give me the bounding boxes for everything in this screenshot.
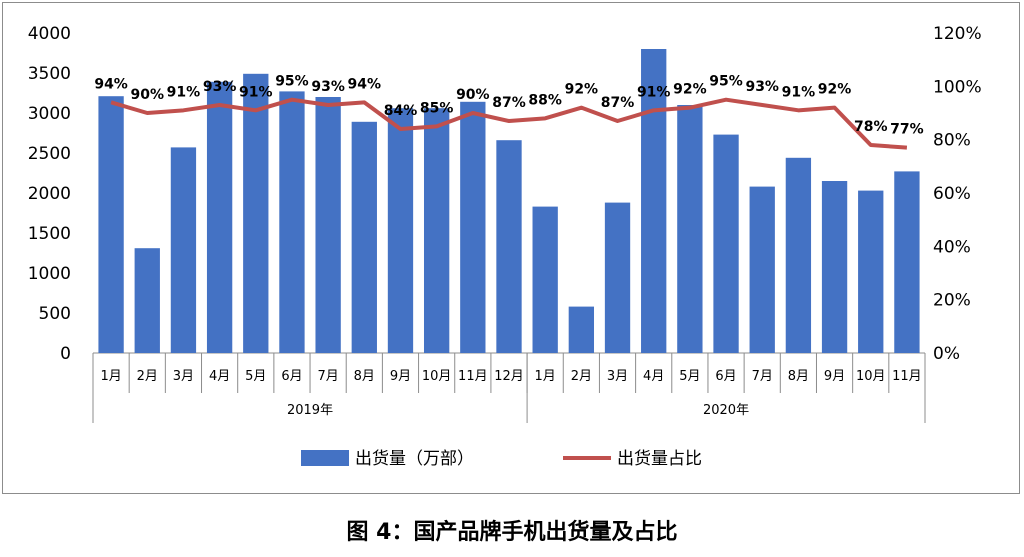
- share-data-label: 93%: [745, 79, 779, 95]
- line-series: [110, 97, 908, 150]
- y-right-tick-label: 120%: [933, 24, 982, 44]
- bar: [98, 96, 124, 353]
- x-tick-label: 7月: [317, 369, 338, 384]
- x-tick-label: 3月: [607, 369, 628, 384]
- share-data-label: 85%: [420, 100, 454, 116]
- x-tick-label: 2月: [137, 369, 158, 384]
- bar: [460, 101, 486, 353]
- share-data-label: 87%: [601, 95, 635, 111]
- x-tick-label: 10月: [856, 369, 886, 384]
- x-tick-label: 11月: [892, 369, 922, 384]
- bar: [821, 181, 848, 353]
- x-tick-label: 8月: [788, 369, 809, 384]
- x-tick-label: 11月: [458, 369, 488, 384]
- y-left-tick-label: 2000: [28, 184, 71, 204]
- share-data-label: 95%: [709, 74, 743, 90]
- share-data-label: 91%: [637, 84, 671, 100]
- y-right-tick-label: 0%: [933, 344, 960, 364]
- bar: [206, 81, 233, 354]
- legend-swatch-bar: [301, 450, 349, 466]
- bar: [170, 147, 197, 353]
- share-data-label: 90%: [131, 87, 165, 103]
- bar: [243, 73, 269, 354]
- y-right-tick-label: 20%: [933, 291, 971, 311]
- x-tick-label: 9月: [390, 369, 411, 384]
- share-data-label: 77%: [890, 122, 924, 138]
- share-data-label: 95%: [275, 74, 309, 90]
- legend-label-line: 出货量占比: [617, 449, 702, 469]
- legend: 出货量（万部） 出货量占比: [301, 449, 702, 469]
- y-left-tick-label: 4000: [28, 24, 71, 44]
- bar: [785, 157, 812, 353]
- x-tick-label: 8月: [354, 369, 375, 384]
- bar: [604, 202, 631, 353]
- y-left-tick-label: 2500: [28, 144, 71, 164]
- figure-caption: 图 4：国产品牌手机出货量及占比: [346, 520, 678, 545]
- bar: [532, 206, 558, 353]
- bar-series: [98, 49, 920, 354]
- x-tick-label: 1月: [100, 369, 121, 384]
- axes: 0 500 1000 1500 2000 2500 3000 3500 4000 0% 20% 40%…: [28, 24, 982, 423]
- y-right-tick-label: 40%: [933, 237, 971, 257]
- year-group-label: 2019年: [287, 403, 333, 418]
- share-data-label: 94%: [94, 76, 128, 92]
- share-data-label: 91%: [167, 84, 201, 100]
- y-left-tick-label: 3500: [28, 64, 71, 84]
- share-data-label: 91%: [239, 84, 273, 100]
- bar: [315, 97, 341, 353]
- share-data-label: 92%: [673, 82, 707, 98]
- y-left-tick-label: 1500: [28, 224, 71, 244]
- share-data-label: 93%: [203, 79, 237, 95]
- share-data-label: 88%: [528, 92, 562, 108]
- y-right-tick-label: 80%: [933, 131, 971, 151]
- share-data-label: 90%: [456, 87, 490, 103]
- y-left-tick-label: 1000: [28, 264, 71, 284]
- x-tick-label: 9月: [824, 369, 845, 384]
- legend-label-bar: 出货量（万部）: [355, 449, 474, 469]
- x-tick-label: 5月: [679, 369, 700, 384]
- share-data-label: 78%: [854, 119, 888, 135]
- share-data-label: 91%: [782, 84, 816, 100]
- share-data-label: 84%: [384, 103, 418, 119]
- y-right-tick-label: 100%: [933, 77, 982, 97]
- bar: [423, 108, 450, 353]
- data-labels: 94%90% 91% 93% 91%95% 93% 94%84% 85%90% 87% 88%9…: [94, 74, 923, 138]
- chart-frame: 0 500 1000 1500 2000 2500 3000 3500 4000 0% 20% 40%…: [2, 2, 1020, 494]
- bar: [496, 140, 522, 353]
- y-left-tick-label: 3000: [28, 104, 71, 124]
- x-tick-label: 6月: [281, 369, 302, 384]
- share-data-label: 93%: [311, 79, 345, 95]
- bar: [279, 91, 305, 354]
- share-data-label: 92%: [818, 82, 852, 98]
- x-tick-label: 7月: [752, 369, 773, 384]
- bar: [387, 108, 414, 353]
- x-tick-label: 2月: [571, 369, 592, 384]
- x-tick-label: 10月: [422, 369, 452, 384]
- x-tick-label: 5月: [245, 369, 266, 384]
- y-right-tick-label: 60%: [933, 184, 971, 204]
- x-tick-label: 6月: [715, 369, 736, 384]
- x-tick-label: 12月: [494, 369, 524, 384]
- x-tick-label: 1月: [535, 369, 556, 384]
- bar: [894, 171, 920, 353]
- year-group-label: 2020年: [703, 403, 749, 418]
- share-data-label: 87%: [492, 95, 526, 111]
- bar: [134, 248, 160, 353]
- y-left-tick-label: 0: [60, 344, 71, 364]
- bar: [351, 121, 377, 353]
- share-line: [110, 97, 908, 150]
- y-left-tick-label: 500: [39, 304, 71, 324]
- combo-chart: 0 500 1000 1500 2000 2500 3000 3500 4000 0% 20% 40%…: [28, 24, 982, 469]
- bar: [568, 306, 595, 353]
- bar: [749, 186, 775, 353]
- share-data-label: 94%: [348, 76, 382, 92]
- bar: [641, 49, 667, 353]
- share-data-label: 92%: [565, 82, 599, 98]
- x-tick-label: 3月: [173, 369, 194, 384]
- x-tick-label: 4月: [643, 369, 664, 384]
- bar: [713, 134, 739, 353]
- x-tick-label: 4月: [209, 369, 230, 384]
- bar: [677, 105, 703, 353]
- bar: [858, 190, 884, 353]
